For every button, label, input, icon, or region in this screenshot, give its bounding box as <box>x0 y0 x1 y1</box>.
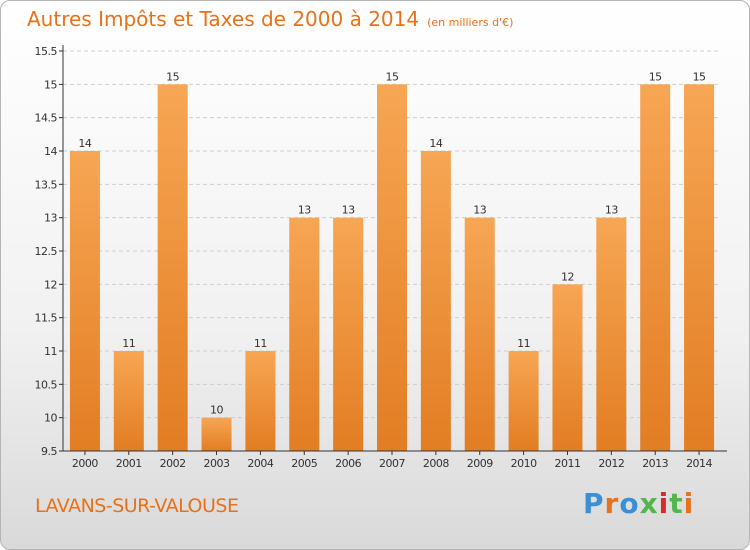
y-tick-label: 12 <box>44 278 57 291</box>
data-label: 11 <box>517 337 530 350</box>
bar <box>289 217 320 451</box>
x-tick-label: 2012 <box>598 457 624 470</box>
bar <box>157 84 188 451</box>
data-label: 13 <box>605 204 618 217</box>
x-tick-label: 2010 <box>511 457 537 470</box>
chart-title-text: Autres Impôts et Taxes de 2000 à 2014 <box>27 7 420 31</box>
y-tick-label: 13 <box>44 212 57 225</box>
x-tick-label: 2002 <box>160 457 186 470</box>
x-tick-label: 2000 <box>72 457 98 470</box>
x-tick-label: 2003 <box>204 457 230 470</box>
data-label: 11 <box>254 337 267 350</box>
x-tick-label: 2011 <box>554 457 580 470</box>
data-label: 12 <box>561 270 574 283</box>
y-tick-label: 10 <box>44 412 57 425</box>
labels: 9.5 10 10.5 11 11.5 12 12.5 13 13.5 14 14.5 15 15.5 1… <box>35 45 714 470</box>
x-tick-label: 2009 <box>467 457 493 470</box>
y-tick-label: 11.5 <box>35 312 58 325</box>
logo-letter: r <box>604 487 620 520</box>
data-label: 15 <box>386 70 399 83</box>
bars <box>69 84 715 451</box>
y-tick-label: 15.5 <box>35 45 58 58</box>
data-label: 15 <box>166 70 179 83</box>
bar <box>508 351 539 451</box>
data-label: 14 <box>78 137 91 150</box>
x-tick-label: 2004 <box>247 457 273 470</box>
bar <box>113 351 144 451</box>
logo-letter: o <box>619 487 640 520</box>
y-tick-label: 12.5 <box>35 245 58 258</box>
bar <box>640 84 671 451</box>
bar <box>245 351 276 451</box>
axes <box>59 45 727 455</box>
x-tick-label: 2007 <box>379 457 405 470</box>
bar <box>684 84 715 451</box>
y-tick-label: 14.5 <box>35 112 58 125</box>
bar <box>201 417 232 451</box>
town-name: LAVANS-SUR-VALOUSE <box>35 495 239 517</box>
y-tick-label: 15 <box>44 78 57 91</box>
data-label: 15 <box>649 70 662 83</box>
data-label: 14 <box>429 137 442 150</box>
x-tick-label: 2014 <box>686 457 712 470</box>
data-label: 10 <box>210 404 223 417</box>
y-tick-label: 9.5 <box>41 445 57 458</box>
x-tick-label: 2008 <box>423 457 449 470</box>
data-label: 11 <box>122 337 135 350</box>
x-tick-label: 2001 <box>116 457 142 470</box>
logo-letter: x <box>639 487 659 520</box>
x-tick-label: 2006 <box>335 457 361 470</box>
data-label: 13 <box>473 204 486 217</box>
y-tick-label: 13.5 <box>35 178 58 191</box>
logo-letter: i <box>658 487 670 520</box>
data-label: 13 <box>342 204 355 217</box>
chart-title: Autres Impôts et Taxes de 2000 à 2014 (en… <box>27 7 513 31</box>
x-tick-label: 2005 <box>291 457 317 470</box>
x-tick-label: 2013 <box>642 457 668 470</box>
bar <box>596 217 627 451</box>
logo-letter: t <box>669 487 684 520</box>
data-label: 13 <box>298 204 311 217</box>
y-tick-label: 11 <box>44 345 57 358</box>
bar <box>377 84 407 451</box>
logo-letter: P <box>583 487 605 520</box>
y-tick-label: 14 <box>44 145 57 158</box>
bar <box>420 151 451 451</box>
proxiti-logo[interactable]: Proxiti <box>583 487 694 520</box>
bar <box>552 284 583 451</box>
bar <box>464 217 495 451</box>
bar <box>333 217 364 451</box>
chart-unit: (en milliers d'€) <box>427 16 514 29</box>
bar <box>69 151 100 451</box>
data-label: 15 <box>693 70 706 83</box>
logo-letter: i <box>683 487 695 520</box>
y-tick-label: 10.5 <box>35 378 58 391</box>
